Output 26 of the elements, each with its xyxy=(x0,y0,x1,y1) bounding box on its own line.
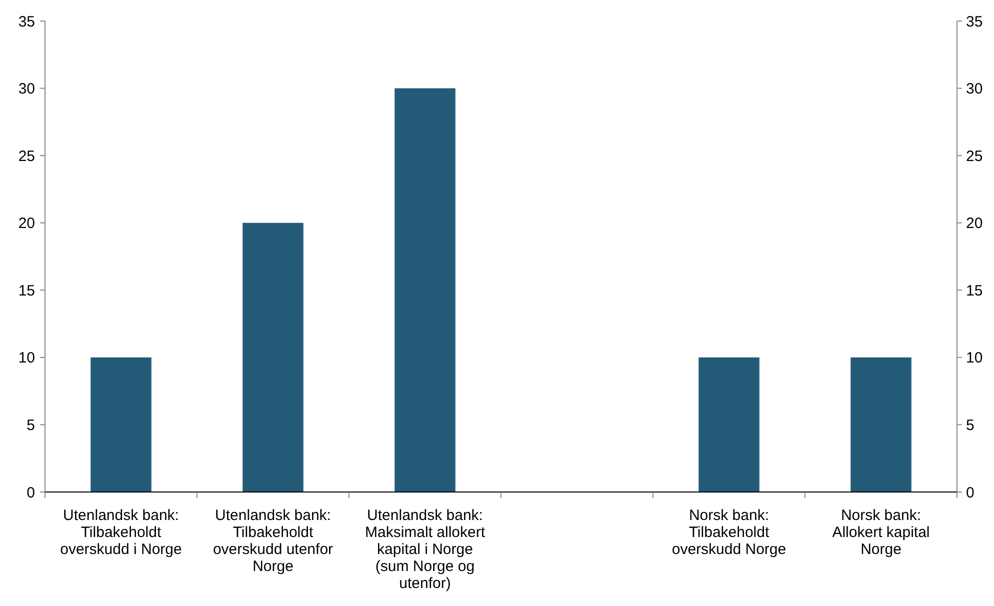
bar xyxy=(394,88,456,492)
y-tick-label: 5 xyxy=(26,416,35,434)
y-tick-label: 15 xyxy=(18,282,35,300)
y2-tick-label: 30 xyxy=(966,80,983,98)
y2-tick-label: 10 xyxy=(966,350,983,367)
x-tick-label: Utenlandsk bank: Maksimalt allokert kapital i Norge (sum Norge og utenfor) xyxy=(364,507,486,592)
y-tick-label: 10 xyxy=(18,350,35,367)
y2-tick-label: 0 xyxy=(966,484,974,502)
y2-tick-label: 35 xyxy=(966,13,983,30)
y2-tick-label: 15 xyxy=(966,282,983,300)
x-tick-label: Norsk bank: Allokert kapital Norge xyxy=(832,507,930,558)
x-tick-label: Utenlandsk bank: Tilbakeholdt overskudd utenfor Norge xyxy=(212,507,334,575)
x-tick-label: Norsk bank: Tilbakeholdt overskudd Norge xyxy=(672,507,786,558)
y-tick-label: 25 xyxy=(18,148,35,165)
y2-tick-label: 20 xyxy=(966,215,983,232)
y-tick-label: 30 xyxy=(18,80,35,98)
y2-tick-label: 5 xyxy=(966,416,974,434)
x-tick-label: Utenlandsk bank: Tilbakeholdt overskudd i Norge xyxy=(60,507,182,558)
bar xyxy=(90,357,152,492)
y-tick-label: 0 xyxy=(26,484,35,502)
bar xyxy=(698,357,760,492)
y2-tick-label: 25 xyxy=(966,148,983,165)
y-tick-label: 20 xyxy=(18,215,35,232)
bar xyxy=(242,222,304,492)
y-tick-label: 35 xyxy=(18,13,35,30)
bar xyxy=(850,357,912,492)
